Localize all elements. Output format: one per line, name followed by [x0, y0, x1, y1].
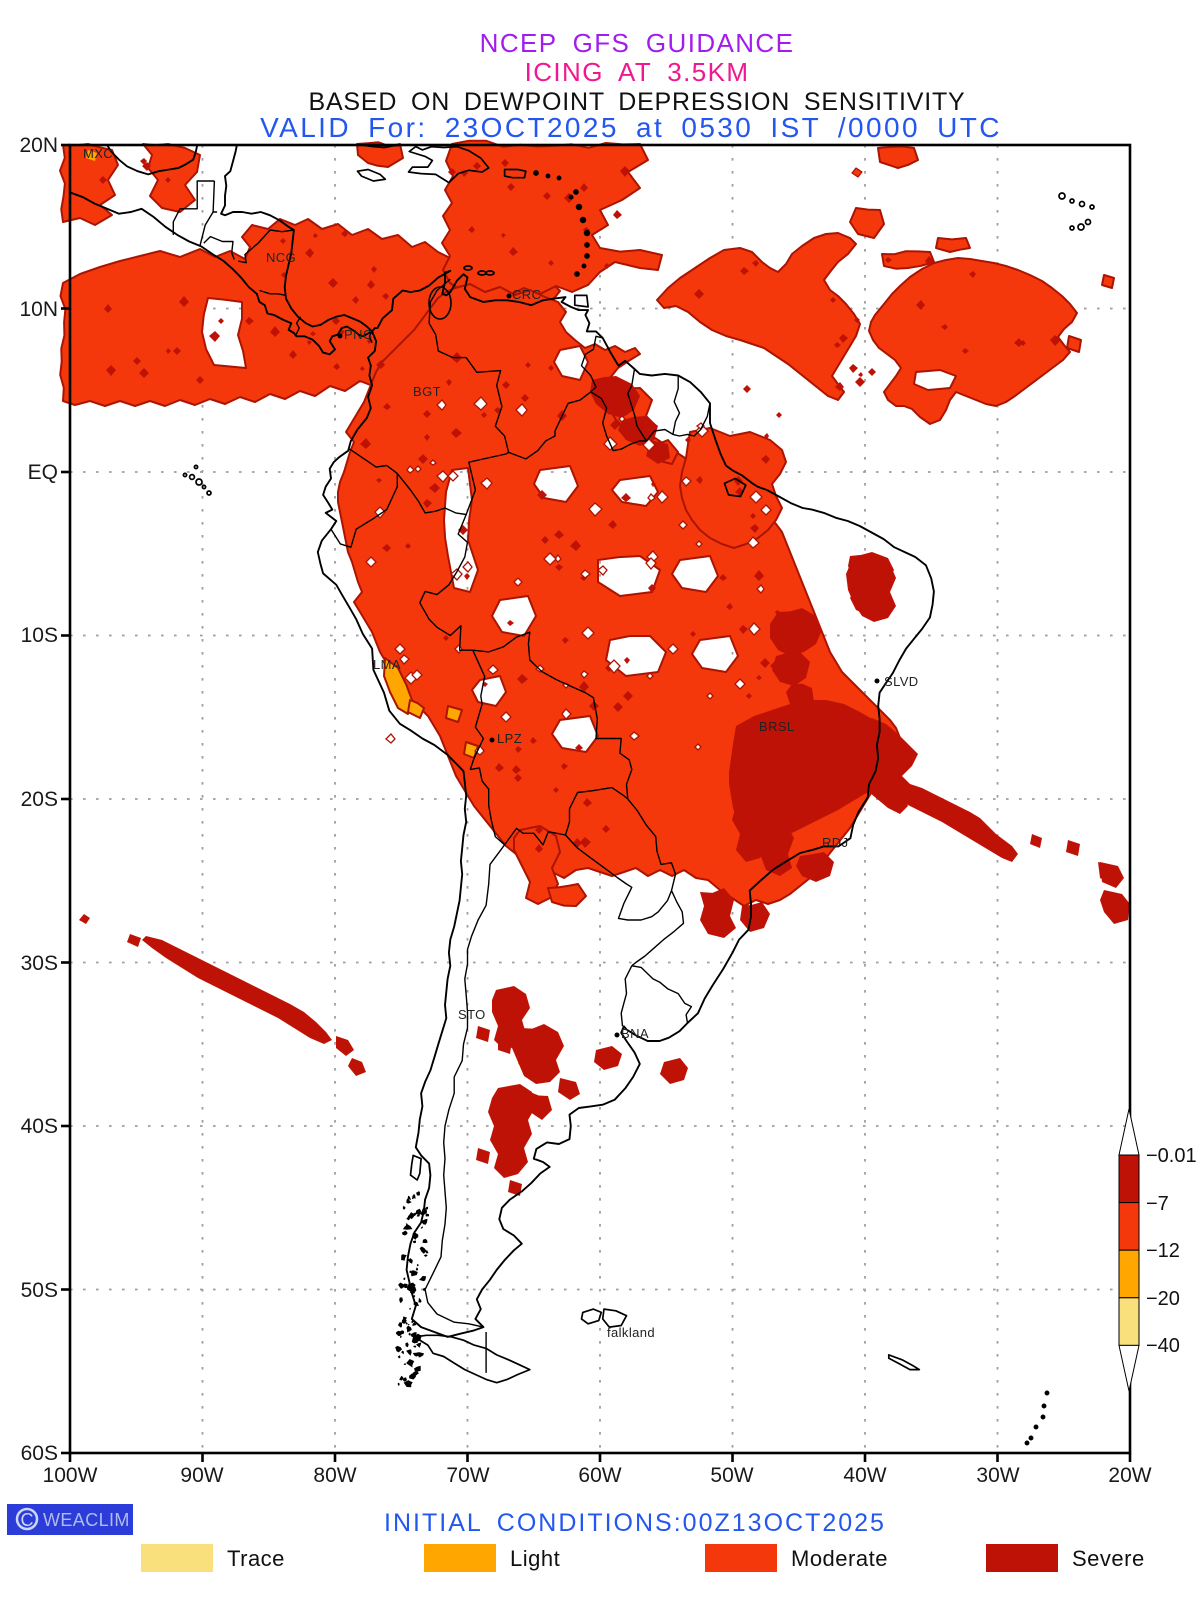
svg-text:WEACLIM: WEACLIM: [43, 1510, 130, 1530]
svg-text:NCG: NCG: [266, 250, 296, 265]
svg-text:EQ: EQ: [28, 461, 58, 484]
svg-text:falkland: falkland: [607, 1325, 655, 1340]
svg-text:−0.01: −0.01: [1146, 1145, 1197, 1167]
svg-text:BASED ON DEWPOINT DEPRESSION S: BASED ON DEWPOINT DEPRESSION SENSITIVITY: [308, 88, 965, 116]
svg-text:40W: 40W: [843, 1464, 886, 1487]
svg-text:LPZ: LPZ: [497, 731, 522, 746]
svg-text:90W: 90W: [180, 1464, 223, 1487]
svg-text:Light: Light: [510, 1546, 560, 1571]
svg-text:−7: −7: [1146, 1193, 1169, 1215]
svg-text:10N: 10N: [19, 298, 58, 321]
svg-text:BRSL: BRSL: [759, 719, 795, 734]
svg-text:VALID For: 23OCT2025 at 0530 I: VALID For: 23OCT2025 at 0530 IST /0000 U…: [260, 112, 1002, 143]
svg-text:RDJ: RDJ: [822, 835, 848, 850]
svg-text:−12: −12: [1146, 1240, 1180, 1262]
svg-text:SLVD: SLVD: [884, 674, 919, 689]
svg-text:Trace: Trace: [227, 1546, 285, 1571]
svg-text:20S: 20S: [21, 788, 58, 811]
svg-text:60W: 60W: [578, 1464, 621, 1487]
svg-text:−20: −20: [1146, 1288, 1180, 1310]
svg-text:C: C: [21, 1510, 34, 1530]
svg-text:80W: 80W: [313, 1464, 356, 1487]
svg-text:BNA: BNA: [621, 1026, 649, 1041]
svg-text:20W: 20W: [1108, 1464, 1151, 1487]
svg-text:STO: STO: [458, 1007, 486, 1022]
svg-text:50S: 50S: [21, 1279, 58, 1302]
svg-text:CRC: CRC: [512, 287, 541, 302]
svg-text:30S: 30S: [21, 952, 58, 975]
svg-text:10S: 10S: [21, 624, 58, 647]
svg-text:MXC: MXC: [83, 146, 113, 161]
svg-text:100W: 100W: [43, 1464, 98, 1487]
svg-text:Moderate: Moderate: [791, 1546, 888, 1571]
svg-text:Severe: Severe: [1072, 1546, 1145, 1571]
svg-text:BGT: BGT: [413, 384, 441, 399]
svg-text:ICING AT 3.5KM: ICING AT 3.5KM: [525, 57, 750, 87]
svg-text:NCEP GFS GUIDANCE: NCEP GFS GUIDANCE: [480, 28, 795, 58]
svg-text:40S: 40S: [21, 1115, 58, 1138]
svg-text:50W: 50W: [710, 1464, 753, 1487]
svg-text:INITIAL CONDITIONS:00Z13OCT202: INITIAL CONDITIONS:00Z13OCT2025: [384, 1509, 886, 1537]
svg-text:LMA: LMA: [373, 657, 401, 672]
svg-text:60S: 60S: [21, 1442, 58, 1465]
svg-text:PNC: PNC: [344, 327, 373, 342]
svg-text:30W: 30W: [976, 1464, 1019, 1487]
svg-text:70W: 70W: [446, 1464, 489, 1487]
svg-text:20N: 20N: [19, 134, 58, 157]
svg-text:−40: −40: [1146, 1335, 1180, 1357]
